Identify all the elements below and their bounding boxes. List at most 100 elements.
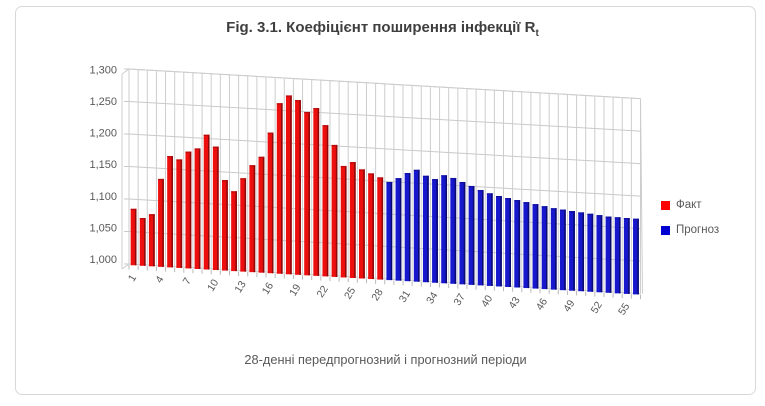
bar-top-shade bbox=[477, 189, 484, 192]
bar-top-shade bbox=[432, 179, 438, 181]
bar-top-shade bbox=[459, 181, 466, 184]
bar-shade bbox=[226, 180, 228, 271]
bar bbox=[313, 108, 320, 276]
bar bbox=[340, 165, 347, 278]
bar-top-shade bbox=[258, 156, 265, 158]
bar bbox=[267, 132, 274, 274]
bar-top-shade bbox=[559, 209, 566, 211]
bar-shade bbox=[253, 165, 256, 273]
bar-top-shade bbox=[605, 216, 612, 218]
legend-item-fact[interactable]: Факт bbox=[661, 199, 719, 211]
bar bbox=[304, 111, 311, 276]
bar-shade bbox=[454, 177, 457, 284]
legend-item-forecast[interactable]: Прогноз bbox=[661, 224, 719, 236]
bar-top-shade bbox=[267, 132, 274, 134]
bar-top-shade bbox=[222, 180, 228, 182]
bar bbox=[212, 146, 219, 271]
bar bbox=[249, 165, 256, 273]
bar-top-shade bbox=[532, 204, 539, 206]
bar bbox=[276, 103, 283, 274]
bar bbox=[322, 125, 329, 277]
bar-top-shade bbox=[413, 169, 420, 172]
bar-shade bbox=[153, 214, 155, 267]
bar-top-shade bbox=[276, 103, 283, 105]
bar-shade bbox=[555, 208, 557, 290]
bar bbox=[222, 180, 228, 271]
bar-top-shade bbox=[514, 200, 521, 202]
bar bbox=[231, 191, 237, 272]
bar bbox=[441, 175, 448, 284]
x-tick-label: 31 bbox=[397, 288, 413, 304]
bar-top-shade bbox=[486, 193, 493, 195]
bar bbox=[477, 189, 484, 286]
bar-shade bbox=[372, 173, 374, 280]
bar-shade bbox=[536, 204, 539, 289]
bar-top-shade bbox=[377, 177, 384, 179]
bar bbox=[459, 181, 466, 285]
x-tick-label: 19 bbox=[287, 282, 303, 298]
bar-shade bbox=[144, 218, 146, 266]
bar-shade bbox=[180, 159, 183, 268]
bar-top-shade bbox=[450, 177, 457, 180]
bar-shade bbox=[217, 146, 219, 271]
bar-shade bbox=[518, 200, 521, 288]
side-wall-bottom bbox=[121, 263, 130, 270]
bar bbox=[596, 215, 603, 293]
right-wall-edge bbox=[640, 98, 643, 294]
bar bbox=[532, 204, 539, 289]
bar-top-shade bbox=[185, 151, 192, 153]
bar bbox=[550, 208, 557, 290]
bar-top-shade bbox=[395, 178, 402, 180]
bar-shade bbox=[390, 182, 393, 281]
bar-top-shade bbox=[441, 175, 448, 177]
bar bbox=[148, 214, 155, 267]
x-tick-label: 37 bbox=[452, 291, 468, 307]
bar bbox=[368, 173, 374, 280]
bar-shade bbox=[235, 191, 237, 272]
x-tick-label: 55 bbox=[616, 301, 632, 317]
bar bbox=[605, 216, 612, 293]
bar-shade bbox=[198, 148, 201, 269]
bar-shade bbox=[418, 169, 420, 282]
bar-top-shade bbox=[404, 173, 411, 175]
bar bbox=[404, 173, 411, 282]
bar-shade bbox=[363, 169, 365, 279]
x-tick-label: 22 bbox=[315, 283, 331, 299]
bar-top-shade bbox=[349, 162, 356, 164]
bar-shade bbox=[344, 165, 347, 278]
bar-shade bbox=[591, 213, 594, 292]
legend-label-forecast: Прогноз bbox=[676, 224, 720, 236]
bar-shade bbox=[491, 193, 493, 286]
bar-top-shade bbox=[368, 173, 374, 175]
bar bbox=[130, 208, 137, 266]
bar bbox=[422, 175, 429, 283]
bar-top-shade bbox=[212, 146, 219, 148]
bar-top-shade bbox=[340, 165, 347, 168]
bar bbox=[541, 206, 548, 290]
bar-shade bbox=[427, 175, 429, 283]
side-wall-top bbox=[121, 68, 130, 75]
bar-shade bbox=[600, 215, 603, 293]
bar-top-shade bbox=[322, 125, 329, 127]
y-tick-label: 1,050 bbox=[89, 222, 117, 234]
bar-top-shade bbox=[313, 108, 320, 110]
bar-top-shade bbox=[422, 175, 429, 177]
bar-top-shade bbox=[331, 144, 338, 147]
bar bbox=[559, 209, 566, 291]
bar-shade bbox=[271, 132, 274, 274]
bar-shade bbox=[564, 209, 566, 291]
bar bbox=[450, 177, 457, 284]
bar bbox=[569, 211, 575, 291]
bar-top-shade bbox=[167, 156, 174, 158]
bar bbox=[240, 178, 247, 272]
bar bbox=[514, 200, 521, 288]
bar-top-shade bbox=[176, 159, 183, 161]
bar-shade bbox=[399, 178, 402, 281]
chart-legend: Факт Прогноз bbox=[661, 199, 719, 249]
bar-top-shade bbox=[130, 208, 137, 211]
chart-title: Fig. 3.1. Коефіцієнт поширення інфекції … bbox=[0, 19, 765, 39]
bar-shade bbox=[509, 198, 511, 287]
bar-shade bbox=[637, 218, 639, 295]
x-tick-label: 13 bbox=[232, 279, 248, 295]
